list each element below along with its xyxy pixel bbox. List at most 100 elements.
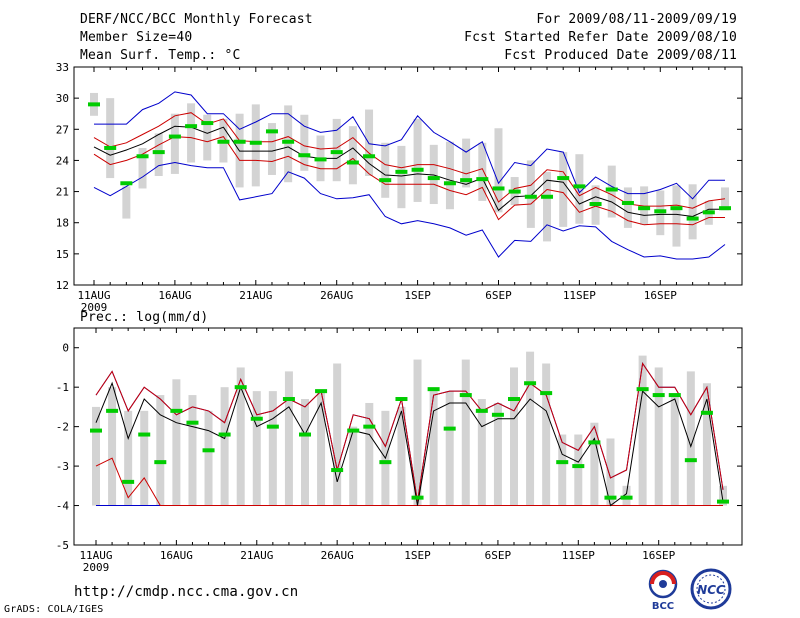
prec-box [542,363,551,506]
temp-box [640,186,649,225]
temp-xtick-label: 1SEP [404,289,431,302]
temp-median-mark [265,129,278,134]
prec-box [413,359,422,506]
prec-median-mark [459,393,472,398]
temp-ytick-label: 27 [56,123,69,136]
prec-xtick-label: 16SEP [642,549,675,562]
temp-median-mark [104,145,117,150]
prec-mean-line [95,381,724,507]
prec-median-mark [524,381,537,386]
prec-median-mark [427,387,440,392]
temp-median-mark [702,210,715,215]
temp-box [284,105,293,183]
prec-box [558,434,567,506]
temp-median-mark [719,206,731,211]
temp-ytick-label: 21 [56,186,69,199]
temp-box [397,145,406,209]
temp-box [170,113,179,174]
temp-median-mark [330,150,343,155]
temp-median-mark [654,209,667,214]
prec-xtick-label: 21AUG [240,549,273,562]
prec-median-mark [443,426,456,431]
prec-median-mark [620,495,633,500]
prec-box [140,410,149,506]
prec-box [606,438,615,506]
prec-xtick-label: 26AUG [321,549,354,562]
temp-frame [73,66,743,286]
prec-box [317,391,326,506]
prec-median-mark [636,387,649,392]
prec-median-mark [684,458,697,463]
temp-xtick-label: 21AUG [239,289,272,302]
temp-median-mark [508,189,521,194]
temp-outer-upper-line [94,91,725,200]
temp-median-mark [249,140,262,145]
temp-box [494,128,503,213]
prec-median-mark [588,440,601,445]
temp-box [154,133,163,176]
temp-outer-lower-line [93,161,726,260]
prec-median-mark [508,397,520,402]
temp-ytick-label: 15 [56,248,69,261]
temp-median-mark [379,178,392,183]
prec-box [654,367,663,506]
prec-box [92,406,100,506]
prec-median-mark [234,385,247,390]
temp-median-mark [476,177,489,182]
prec-box [268,391,277,506]
prec-median-mark [347,428,360,433]
temp-box [478,142,487,201]
temp-ytick-label: 24 [56,154,70,167]
prec-box [719,485,727,506]
temp-box [413,118,422,202]
precipitation-panel: -5 -4 -3 -2 -1 0 11AUG 16AUG 21AUG 26AUG 1SEP 6SEP 1… [56,327,743,574]
prec-box [252,391,261,506]
prec-box [429,391,438,506]
temp-median-mark [185,124,198,129]
temp-median-mark [460,178,473,183]
prec-median-mark [218,432,231,437]
forecast-produced: Fcst Produced Date 2009/08/11 [504,48,737,63]
prec-inner-lower-line [95,457,723,506]
prec-median-mark [315,389,328,394]
temp-median-mark [201,121,214,126]
prec-box [301,399,309,506]
temp-box [138,147,147,189]
prec-box [477,399,486,506]
prec-median-mark [540,391,553,396]
prec-median-mark [700,410,713,415]
temp-box [251,104,260,187]
prec-median-mark [652,393,665,398]
prec-box [702,383,711,506]
temp-box [332,118,341,182]
temp-median-mark [605,187,618,192]
prec-median-mark [186,420,199,425]
source-url[interactable]: http://cmdp.ncc.cma.gov.cn [74,584,299,600]
temp-median-mark [621,200,634,205]
prec-median-mark [299,432,311,437]
prec-box [686,371,695,506]
chart-title: DERF/NCC/BCC Monthly Forecast [80,12,313,27]
temp-median-mark [298,153,311,158]
temp-median-mark [541,194,554,199]
temp-box [348,126,357,185]
prec-median-mark [266,424,279,429]
temp-median-mark [282,139,295,144]
prec-box [156,395,165,506]
temp-inner-upper-line [93,112,726,209]
prec-box [461,359,470,506]
prec-xtick-label: 1SEP [404,549,431,562]
temp-box [526,160,535,228]
temp-box [203,114,212,161]
prec-ytick-label: -2 [56,421,69,434]
prec-xtick-label: 11SEP [562,549,595,562]
temp-ytick-label: 33 [56,61,69,74]
temp-box [623,187,632,228]
temp-box [429,144,438,205]
temp-median-mark [395,169,408,174]
temp-median-mark [557,176,570,181]
prec-median-mark [411,495,424,500]
temp-mean-line [93,125,725,218]
temp-box [122,186,131,219]
